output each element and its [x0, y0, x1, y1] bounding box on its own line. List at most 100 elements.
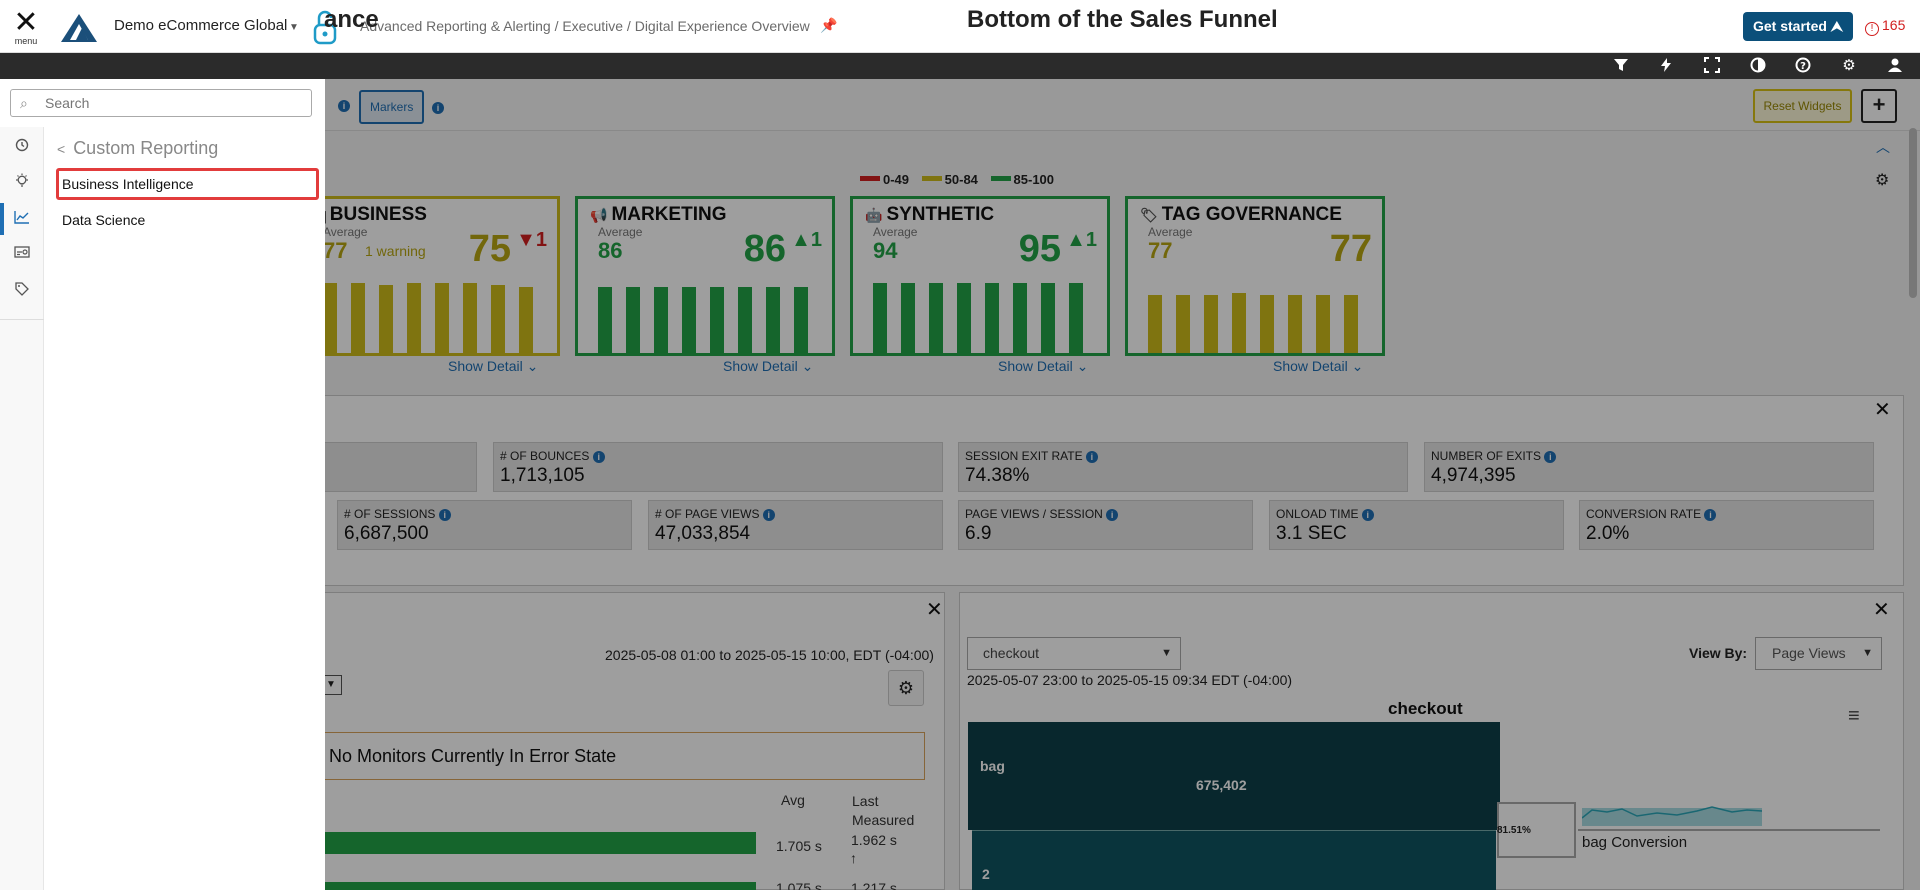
lightbulb-icon[interactable]: [12, 173, 32, 193]
markers-button[interactable]: Markers: [359, 90, 425, 124]
brand-logo[interactable]: [60, 12, 98, 44]
conversion-sparkline[interactable]: [1582, 804, 1762, 826]
show-detail-link[interactable]: Show Detail ⌄: [448, 358, 539, 374]
card-bar: [1041, 283, 1055, 353]
funnel-stage[interactable]: [968, 722, 1500, 830]
monitor-avg: 1.075 s: [776, 880, 822, 890]
alerts-indicator[interactable]: ! 165: [1865, 17, 1905, 36]
show-detail-link[interactable]: Show Detail ⌄: [723, 358, 814, 374]
info-icon[interactable]: i: [1106, 509, 1119, 521]
score-card-marketing[interactable]: 📢 MARKETING Average 86 86 ▲1: [575, 196, 835, 356]
side-search[interactable]: ⌕: [10, 89, 312, 117]
search-input[interactable]: [45, 94, 305, 112]
contrast-icon[interactable]: [1749, 57, 1767, 75]
org-selector[interactable]: Demo eCommerce Global: [114, 17, 288, 34]
close-icon[interactable]: ✕: [1873, 599, 1890, 621]
avg-label: Average: [873, 225, 918, 239]
chart-icon[interactable]: [12, 209, 32, 229]
back-to-custom-reporting[interactable]: < Custom Reporting: [57, 138, 219, 158]
rail-divider: [0, 319, 44, 320]
avg-value: 77: [323, 238, 348, 263]
monitor-sparkline[interactable]: [322, 882, 756, 890]
metric-value: 4,974,395: [1431, 465, 1516, 486]
warning-count[interactable]: 1 warning: [365, 243, 426, 259]
card-bar: [351, 283, 365, 353]
chevron-down-icon[interactable]: ▼: [289, 22, 299, 33]
info-icon[interactable]: i: [592, 451, 605, 463]
get-started-button[interactable]: Get started ⮝: [1743, 12, 1853, 41]
metric-value: 2.0%: [1586, 523, 1630, 544]
gear-icon[interactable]: ⚙: [888, 670, 924, 706]
delta-up: ▲1: [791, 229, 822, 251]
menu-icon[interactable]: ≡: [1848, 705, 1860, 727]
metric-value: 47,033,854: [655, 523, 751, 544]
side-item-business-intelligence[interactable]: Business Intelligence: [56, 168, 319, 200]
card-bar: [654, 287, 668, 353]
close-menu-button[interactable]: ✕ menu: [10, 8, 42, 48]
conversion-label: bag Conversion: [1582, 834, 1688, 851]
metric-label: # OF BOUNCES i: [500, 449, 605, 463]
avg-value: 94: [873, 238, 898, 263]
close-icon[interactable]: ✕: [926, 599, 943, 621]
unlock-icon[interactable]: [313, 9, 337, 45]
monitor-sparkline[interactable]: [322, 832, 756, 854]
funnel-select[interactable]: checkout ▼: [967, 637, 1181, 670]
filter-icon[interactable]: [1612, 57, 1630, 75]
search-icon: ⌕: [20, 95, 28, 111]
score-value: 75: [468, 228, 511, 270]
metric-label: # OF PAGE VIEWS i: [655, 507, 775, 521]
side-rail: [0, 127, 44, 890]
card-title: 🤖 SYNTHETIC: [865, 204, 995, 225]
help-icon[interactable]: ?: [1794, 57, 1812, 75]
get-started-label: Get started: [1753, 18, 1827, 34]
score-card-synthetic[interactable]: 🤖 SYNTHETIC Average 94 95 ▲1: [850, 196, 1110, 356]
add-widget-button[interactable]: +: [1861, 89, 1897, 123]
reset-widgets-button[interactable]: Reset Widgets: [1753, 89, 1852, 123]
info-icon[interactable]: i: [762, 509, 775, 521]
metric-label: PAGE VIEWS / SESSION i: [965, 507, 1119, 521]
info-icon[interactable]: i: [1085, 451, 1098, 463]
fullscreen-icon[interactable]: [1703, 57, 1721, 75]
show-detail-link[interactable]: Show Detail ⌄: [1273, 358, 1364, 374]
conversion-box: [1497, 802, 1576, 858]
chevron-up-icon[interactable]: ︿: [1876, 139, 1890, 155]
funnel-stage[interactable]: [972, 830, 1496, 890]
history-icon[interactable]: [12, 137, 32, 157]
scrollbar[interactable]: [1909, 128, 1917, 298]
info-icon[interactable]: i: [438, 509, 451, 521]
gear-icon[interactable]: ⚙: [1842, 57, 1856, 74]
info-icon[interactable]: i: [432, 102, 444, 114]
tag-icon[interactable]: [12, 281, 32, 301]
score-card-business[interactable]: ▆BUSINESS Average 77 1 warning 75 ▼1: [300, 196, 560, 356]
score-card-tag-governance[interactable]: 🏷 TAG GOVERNANCE Average 77 77: [1125, 196, 1385, 356]
card-bar: [957, 283, 971, 353]
user-icon[interactable]: [1886, 57, 1904, 75]
metric-label: NUMBER OF EXITS i: [1431, 449, 1557, 463]
metric-sessions: # OF SESSIONS i 6,687,500: [337, 500, 632, 550]
chevron-down-icon: ⌄: [1076, 358, 1089, 374]
show-detail-link[interactable]: Show Detail ⌄: [998, 358, 1089, 374]
close-icon[interactable]: ✕: [1874, 399, 1891, 421]
chart-title: checkout: [1388, 699, 1463, 718]
panel-title: Bottom of the Sales Funnel: [967, 6, 1278, 33]
pin-icon[interactable]: 📌: [820, 17, 838, 33]
side-item-data-science[interactable]: Data Science: [62, 212, 146, 228]
info-icon[interactable]: i: [338, 100, 350, 112]
card-bar: [379, 285, 393, 353]
view-by-select[interactable]: Page Views ▼: [1755, 637, 1882, 670]
info-icon[interactable]: i: [1544, 451, 1557, 463]
metric-value: 6,687,500: [344, 523, 429, 544]
view-by-label: View By:: [1689, 645, 1748, 661]
info-icon[interactable]: i: [1704, 509, 1717, 521]
lightning-icon[interactable]: [1657, 57, 1675, 75]
robot-icon: 🤖: [865, 207, 883, 223]
reports-icon[interactable]: [12, 245, 32, 265]
metric-exit-rate: SESSION EXIT RATE i 74.38%: [958, 442, 1408, 492]
card-bar: [794, 287, 808, 353]
modal-scrim[interactable]: [325, 79, 1920, 890]
gear-icon[interactable]: ⚙: [1875, 172, 1890, 189]
dashboard-toolbar: ? ⚙: [0, 53, 1920, 79]
score-legend: 0-49 50-84 85-100: [860, 172, 1063, 187]
info-icon[interactable]: i: [1361, 509, 1374, 521]
score-value: 86: [743, 228, 786, 270]
